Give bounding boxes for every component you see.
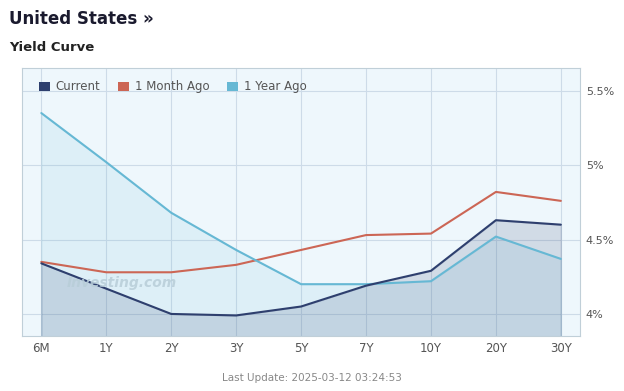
Text: Last Update: 2025-03-12 03:24:53: Last Update: 2025-03-12 03:24:53 [222, 373, 402, 383]
Text: Investing.com: Investing.com [67, 276, 177, 290]
Text: United States »: United States » [9, 10, 154, 28]
Text: Yield Curve: Yield Curve [9, 41, 95, 54]
Legend: Current, 1 Month Ago, 1 Year Ago: Current, 1 Month Ago, 1 Year Ago [33, 74, 312, 99]
